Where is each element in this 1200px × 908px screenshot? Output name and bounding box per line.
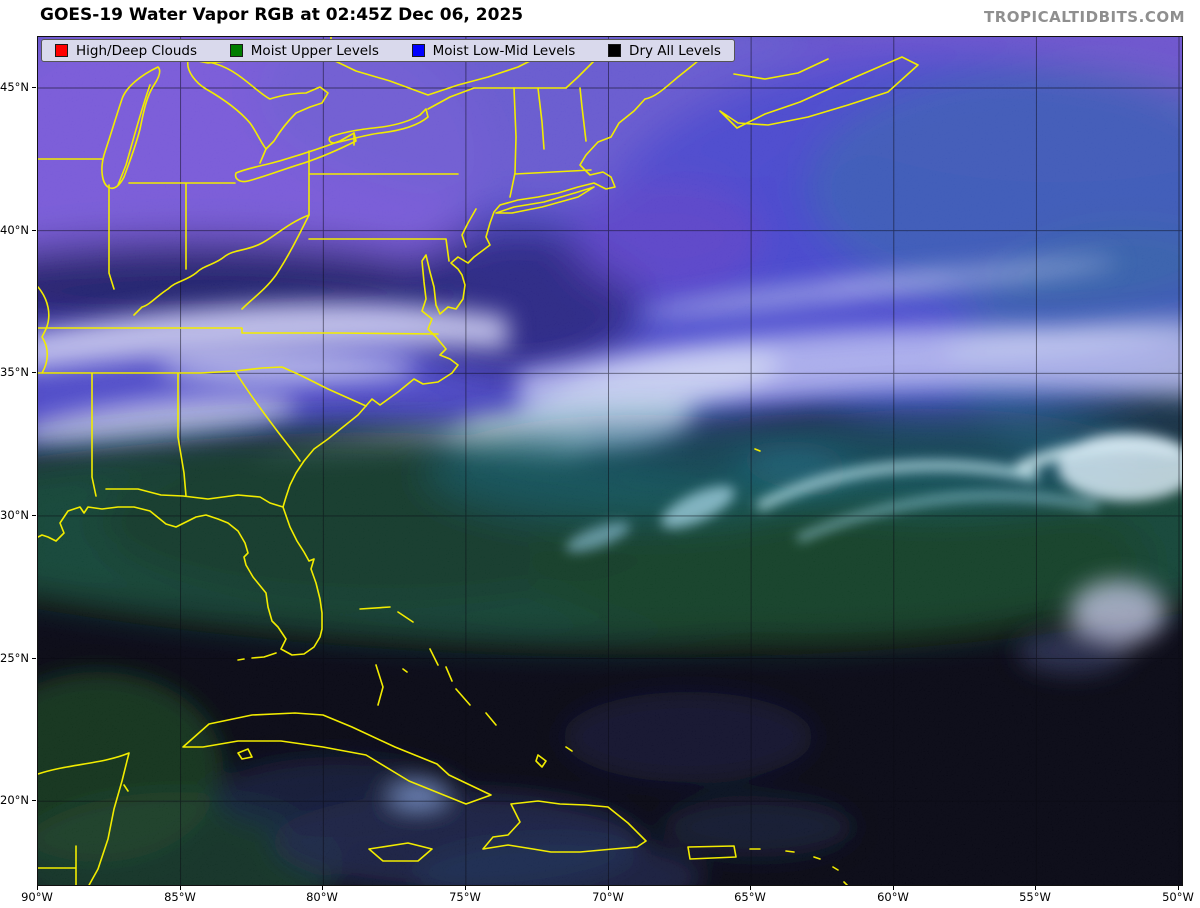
legend-label: Dry All Levels bbox=[629, 42, 721, 59]
satellite-map: High/Deep Clouds Moist Upper Levels Mois… bbox=[37, 36, 1183, 886]
lon-tick-85w: 85°W bbox=[155, 886, 205, 904]
hispaniola-outline bbox=[482, 800, 647, 853]
lon-tick-70w: 70°W bbox=[583, 886, 633, 904]
lon-tick-55w: 55°W bbox=[1010, 886, 1060, 904]
legend-label: Moist Low-Mid Levels bbox=[432, 42, 576, 59]
black-swatch-icon bbox=[608, 44, 622, 57]
bermuda-dot bbox=[754, 448, 761, 452]
legend-item-dry-all: Dry All Levels bbox=[608, 43, 721, 59]
lake-erie bbox=[234, 132, 357, 183]
florida-keys bbox=[237, 652, 277, 661]
cuba-outline bbox=[182, 712, 492, 805]
puerto-rico-outline bbox=[687, 845, 737, 860]
lat-tick-20n: 20°N bbox=[0, 793, 36, 807]
watermark: TROPICALTIDBITS.COM bbox=[984, 8, 1185, 26]
legend-item-moist-low-mid: Moist Low-Mid Levels bbox=[411, 42, 576, 59]
blue-swatch-icon bbox=[411, 44, 425, 57]
red-swatch-icon bbox=[55, 44, 68, 57]
lat-tick-45n: 45°N bbox=[0, 80, 36, 94]
canada-borders bbox=[259, 37, 605, 164]
green-swatch-icon bbox=[229, 44, 243, 57]
legend-label: Moist Upper Levels bbox=[250, 42, 379, 59]
legend-bar: High/Deep Clouds Moist Upper Levels Mois… bbox=[41, 39, 735, 62]
lon-tick-80w: 80°W bbox=[297, 886, 347, 904]
lon-tick-65w: 65°W bbox=[725, 886, 775, 904]
satellite-imagery bbox=[38, 37, 1182, 885]
jamaica-outline bbox=[368, 842, 433, 862]
yucatan-outline bbox=[38, 752, 130, 885]
legend-item-high-deep-clouds: High/Deep Clouds bbox=[55, 43, 197, 59]
nova-scotia bbox=[719, 56, 919, 129]
lat-tick-25n: 25°N bbox=[0, 651, 36, 665]
lake-ontario bbox=[328, 108, 429, 144]
lesser-antilles bbox=[749, 848, 849, 885]
lon-tick-60w: 60°W bbox=[868, 886, 918, 904]
lake-michigan bbox=[101, 66, 161, 190]
bahamas-islands bbox=[359, 606, 573, 768]
legend-label: High/Deep Clouds bbox=[76, 42, 198, 59]
noise-texture bbox=[38, 37, 1182, 885]
long-island bbox=[495, 186, 595, 214]
lon-tick-90w: 90°W bbox=[12, 886, 62, 904]
page-title: GOES-19 Water Vapor RGB at 02:45Z Dec 06… bbox=[40, 5, 524, 25]
lon-tick-50w: 50°W bbox=[1153, 886, 1200, 904]
state-borders-northeast bbox=[308, 87, 592, 262]
lat-tick-40n: 40°N bbox=[0, 223, 36, 237]
legend-item-moist-upper: Moist Upper Levels bbox=[229, 42, 379, 59]
graticule bbox=[38, 37, 1182, 885]
lon-tick-75w: 75°W bbox=[440, 886, 490, 904]
lat-tick-30n: 30°N bbox=[0, 508, 36, 522]
coastline-atlantic-gulf bbox=[38, 50, 711, 656]
state-borders-midwest bbox=[38, 158, 310, 316]
state-borders-south bbox=[38, 286, 439, 508]
lake-huron bbox=[186, 59, 329, 150]
lat-tick-35n: 35°N bbox=[0, 365, 36, 379]
